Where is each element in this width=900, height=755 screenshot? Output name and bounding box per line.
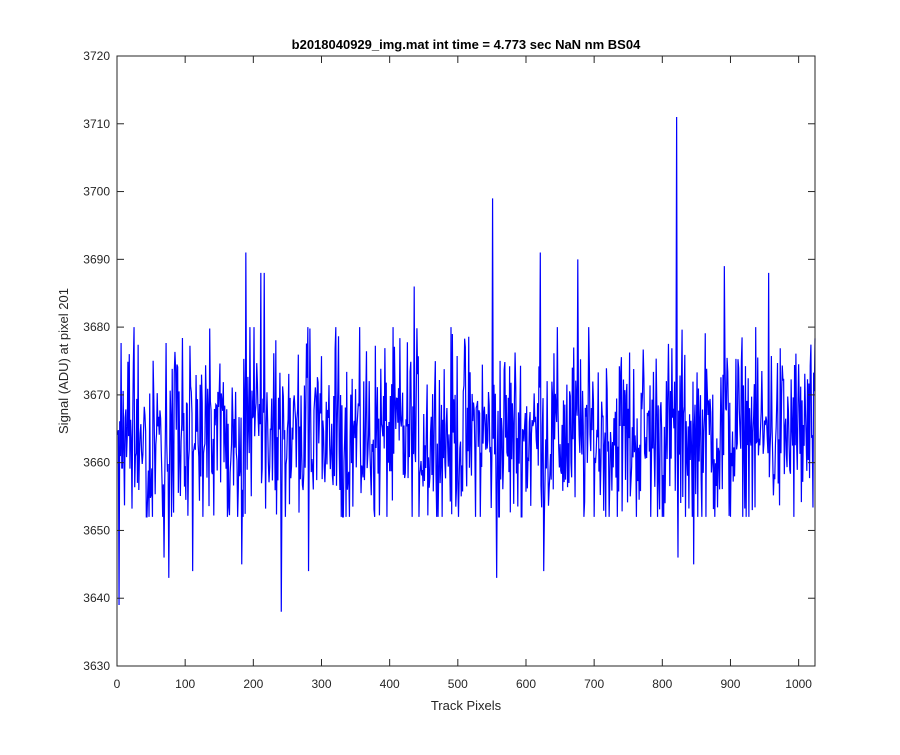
- x-tick-label: 200: [243, 677, 263, 691]
- y-tick-label: 3670: [83, 388, 110, 402]
- x-tick-label: 700: [584, 677, 604, 691]
- x-tick-label: 900: [720, 677, 740, 691]
- y-tick-label: 3650: [83, 523, 110, 537]
- series-layer: [117, 116, 816, 612]
- y-axis-label: Signal (ADU) at pixel 201: [56, 288, 71, 434]
- x-axis-label: Track Pixels: [431, 698, 502, 713]
- x-tick-label: 300: [311, 677, 331, 691]
- y-tick-label: 3630: [83, 659, 110, 673]
- x-tick-label: 600: [516, 677, 536, 691]
- y-tick-label: 3680: [83, 320, 110, 334]
- x-tick-label: 400: [380, 677, 400, 691]
- x-tick-label: 1000: [785, 677, 812, 691]
- chart-title: b2018040929_img.mat int time = 4.773 sec…: [292, 37, 641, 52]
- y-tick-label: 3710: [83, 117, 110, 131]
- y-tick-label: 3660: [83, 456, 110, 470]
- x-tick-label: 500: [448, 677, 468, 691]
- y-tick-label: 3700: [83, 185, 110, 199]
- ticks-layer: 0 100 200 300 400 500 600 700 800 900 1000 3630 3640…: [83, 49, 815, 691]
- plot-frame: [116, 55, 816, 667]
- y-tick-label: 3720: [83, 49, 110, 63]
- x-tick-label: 800: [652, 677, 672, 691]
- series-line: [117, 116, 816, 612]
- x-tick-label: 0: [114, 677, 121, 691]
- x-tick-label: 100: [175, 677, 195, 691]
- y-tick-label: 3640: [83, 591, 110, 605]
- y-tick-label: 3690: [83, 252, 110, 266]
